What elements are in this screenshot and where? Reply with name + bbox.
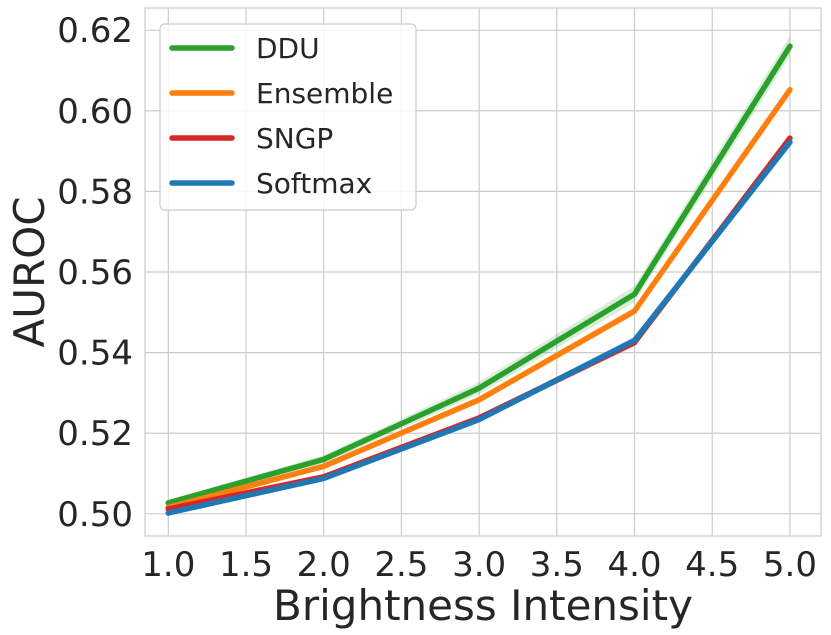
softmax-legend-label: Softmax xyxy=(256,167,372,200)
x-tick-label: 4.5 xyxy=(685,545,739,585)
sngp-legend-label: SNGP xyxy=(256,122,333,155)
softmax-point xyxy=(787,139,793,145)
softmax-point xyxy=(321,475,327,482)
ddu-point xyxy=(476,385,482,391)
sngp-point xyxy=(787,135,793,141)
y-tick-label: 0.52 xyxy=(57,414,133,454)
x-tick-label: 4.0 xyxy=(607,545,661,585)
legend-box xyxy=(159,23,417,211)
y-tick-label: 0.54 xyxy=(57,334,133,374)
x-tick-label: 2.0 xyxy=(297,545,351,585)
y-tick-labels: 0.50 0.52 0.54 0.56 0.58 0.60 0.62 xyxy=(57,11,133,535)
x-tick-label: 3.0 xyxy=(452,545,506,585)
softmax-point xyxy=(476,416,482,423)
ensemble-point xyxy=(631,308,638,314)
ddu-point xyxy=(321,456,327,463)
y-tick-label: 0.62 xyxy=(57,11,133,51)
y-tick-label: 0.58 xyxy=(57,172,133,212)
y-tick-label: 0.50 xyxy=(57,495,133,535)
x-tick-label: 2.5 xyxy=(374,545,428,585)
ensemble-point xyxy=(476,397,482,403)
plot-frame xyxy=(144,7,822,537)
y-tick-label: 0.60 xyxy=(57,92,133,132)
ensemble-point xyxy=(787,87,793,93)
ddu-legend-label: DDU xyxy=(256,32,320,65)
softmax-point xyxy=(165,510,172,516)
x-tick-label: 1.5 xyxy=(219,545,273,585)
grid xyxy=(145,8,821,536)
legend: DDU Ensemble SNGP Softmax xyxy=(159,23,417,211)
x-tick-label: 5.0 xyxy=(763,545,817,585)
x-tick-labels: 1.0 1.5 2.0 2.5 3.0 3.5 4.0 4.5 5.0 xyxy=(141,545,817,585)
ddu-point xyxy=(631,291,638,297)
ensemble-point xyxy=(321,463,327,469)
y-tick-label: 0.56 xyxy=(57,253,133,293)
x-tick-label: 3.5 xyxy=(530,545,584,585)
ddu-point xyxy=(787,43,793,49)
ensemble-legend-label: Ensemble xyxy=(256,77,393,110)
x-tick-label: 1.0 xyxy=(141,545,195,585)
y-axis-label: AUROC xyxy=(5,196,54,347)
series-lines xyxy=(165,43,793,516)
x-axis-label: Brightness Intensity xyxy=(273,581,693,630)
softmax-point xyxy=(631,337,638,344)
